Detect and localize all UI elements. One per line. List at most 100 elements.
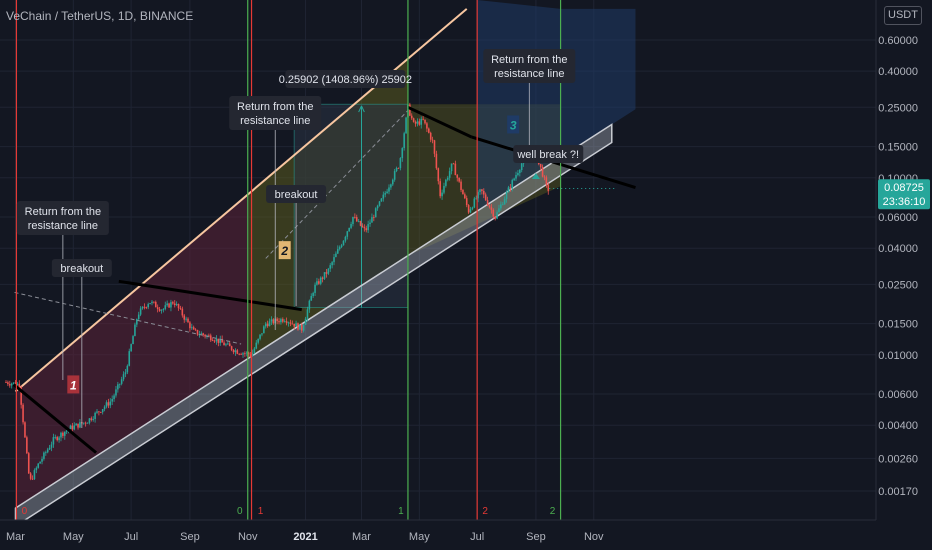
marker-line-label: 2 xyxy=(550,506,556,517)
candle-body xyxy=(458,177,460,182)
candle-body xyxy=(412,118,415,122)
candle-body xyxy=(253,348,256,353)
candle-body xyxy=(367,224,369,231)
callout-text: Return from the xyxy=(237,101,313,113)
candle-body xyxy=(386,191,388,194)
candle-body xyxy=(397,167,400,169)
candle-body xyxy=(35,467,38,471)
candle-body xyxy=(223,342,225,346)
candle-body xyxy=(109,401,112,406)
candle-body xyxy=(187,318,189,323)
candle-body xyxy=(312,292,314,297)
downtrend-line xyxy=(118,279,303,312)
candle-body xyxy=(323,272,326,279)
candle-body xyxy=(79,422,81,428)
measure-arrowhead xyxy=(358,105,362,113)
candle-body xyxy=(126,365,129,373)
candle-body xyxy=(391,179,394,185)
currency-selector[interactable]: USDT xyxy=(884,6,922,25)
candle-body xyxy=(60,432,62,438)
callout-text: resistance line xyxy=(494,68,564,80)
callout-breakout-1: breakout xyxy=(51,259,112,428)
callout-box xyxy=(513,145,584,163)
candle-body xyxy=(363,226,366,229)
candle-body xyxy=(217,338,220,343)
candle-body xyxy=(428,128,430,133)
time-tick-label: Sep xyxy=(526,531,546,543)
candle-body xyxy=(359,221,362,226)
candle-body xyxy=(56,437,58,441)
candle-body xyxy=(117,384,119,390)
candle-body xyxy=(94,412,96,419)
candle-body xyxy=(264,323,267,327)
callout-box xyxy=(51,259,112,277)
candle-body xyxy=(172,302,174,304)
zone-number-label: 1 xyxy=(70,378,77,392)
candle-body xyxy=(471,207,474,210)
candle-body xyxy=(213,340,216,342)
zone-number-badge xyxy=(507,115,520,134)
candle-body xyxy=(143,306,146,308)
candle-body xyxy=(475,198,478,200)
candle-body xyxy=(191,327,193,329)
candle-body xyxy=(124,372,127,375)
candle-body xyxy=(409,104,411,116)
candle-body xyxy=(8,384,11,386)
candle-body xyxy=(422,118,424,120)
candle-body xyxy=(481,189,483,191)
candle-body xyxy=(276,318,278,322)
candle-body xyxy=(310,296,313,301)
candle-body xyxy=(357,221,360,222)
candle-body xyxy=(122,374,125,380)
candle-body xyxy=(105,402,108,407)
candle-body xyxy=(192,327,195,330)
marker-lines: 0 0 1 1 2 2 xyxy=(15,0,562,520)
candle-body xyxy=(111,399,113,402)
candle-body xyxy=(37,463,40,468)
candle-body xyxy=(316,281,318,285)
candle-body xyxy=(418,121,421,125)
candle-body xyxy=(118,383,121,385)
candle-body xyxy=(63,431,66,436)
symbol-title[interactable]: VeChain / TetherUS, 1D, BINANCE xyxy=(6,9,194,23)
candle-body xyxy=(244,353,246,355)
candle-body xyxy=(456,175,459,178)
candle-body xyxy=(228,343,231,347)
candle-body xyxy=(289,322,292,324)
candle-body xyxy=(136,319,138,325)
candle-body xyxy=(450,163,453,172)
candle-body xyxy=(268,321,271,327)
candle-body xyxy=(452,163,455,165)
candle-body xyxy=(462,189,464,195)
candle-body xyxy=(173,303,176,306)
candle-body xyxy=(433,140,436,154)
candle-body xyxy=(443,185,445,193)
candle-body xyxy=(460,181,462,190)
candle-body xyxy=(107,402,110,406)
candle-body xyxy=(410,115,413,119)
candle-body xyxy=(48,447,51,450)
candle-body xyxy=(88,418,91,423)
candle-body xyxy=(380,198,383,202)
marker-line-label: 0 xyxy=(22,506,28,517)
candle-body xyxy=(338,247,341,250)
candle-body xyxy=(115,389,117,396)
candle-body xyxy=(29,473,32,479)
candle-body xyxy=(505,192,508,200)
candle-body xyxy=(473,198,476,208)
candle-body xyxy=(200,333,203,335)
candle-body xyxy=(441,192,443,197)
callout-box xyxy=(229,96,322,130)
candle-body xyxy=(327,268,330,274)
callout-return-3: Return from the resistance line xyxy=(483,49,576,148)
candle-body xyxy=(490,207,493,210)
candle-body xyxy=(100,411,102,413)
price-tick-label: 0.00400 xyxy=(878,420,918,432)
callout-return-1: Return from the resistance line xyxy=(16,201,109,380)
candle-body xyxy=(149,303,151,305)
candle-body xyxy=(539,163,542,168)
candle-body xyxy=(137,314,140,320)
candle-body xyxy=(147,304,149,308)
